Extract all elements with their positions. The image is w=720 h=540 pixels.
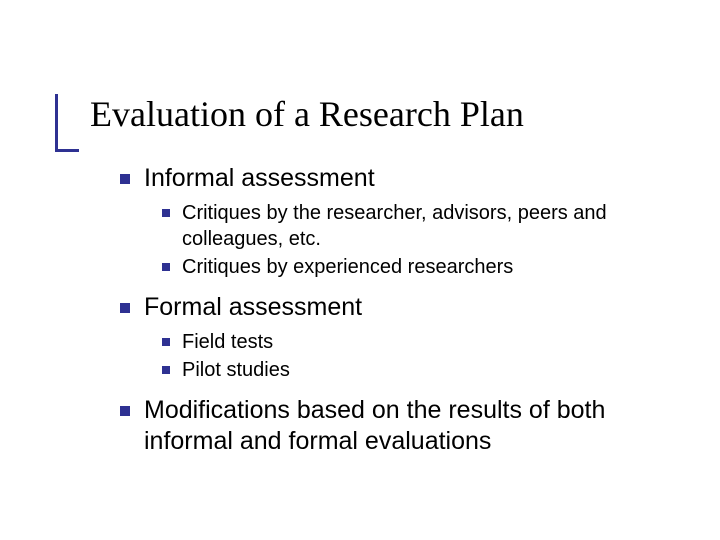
list-item: Pilot studies — [162, 357, 660, 383]
list-item: Critiques by experienced researchers — [162, 254, 660, 280]
list-item: Informal assessment Critiques by the res… — [120, 163, 660, 280]
list-item-text: Critiques by experienced researchers — [182, 254, 513, 280]
list-item-text: Pilot studies — [182, 357, 290, 383]
list-item: Critiques by the researcher, advisors, p… — [162, 200, 660, 252]
list-item: Formal assessment Field tests Pilot stud… — [120, 292, 660, 383]
list-item-text: Informal assessment — [144, 163, 375, 194]
square-bullet-icon — [162, 338, 170, 346]
slide-title: Evaluation of a Research Plan — [90, 95, 660, 135]
square-bullet-icon — [162, 209, 170, 217]
list-item-text: Modifications based on the results of bo… — [144, 395, 660, 458]
square-bullet-icon — [162, 366, 170, 374]
list-item-text: Field tests — [182, 329, 273, 355]
square-bullet-icon — [120, 303, 130, 313]
square-bullet-icon — [120, 174, 130, 184]
bullet-list-level2: Field tests Pilot studies — [162, 329, 660, 383]
square-bullet-icon — [162, 263, 170, 271]
title-accent-rule — [55, 94, 79, 152]
slide: Evaluation of a Research Plan Informal a… — [0, 0, 720, 540]
bullet-list-level1: Informal assessment Critiques by the res… — [120, 163, 660, 458]
list-item-text: Critiques by the researcher, advisors, p… — [182, 200, 660, 252]
list-item-text: Formal assessment — [144, 292, 362, 323]
list-item: Modifications based on the results of bo… — [120, 395, 660, 458]
bullet-list-level2: Critiques by the researcher, advisors, p… — [162, 200, 660, 280]
list-item: Field tests — [162, 329, 660, 355]
square-bullet-icon — [120, 406, 130, 416]
